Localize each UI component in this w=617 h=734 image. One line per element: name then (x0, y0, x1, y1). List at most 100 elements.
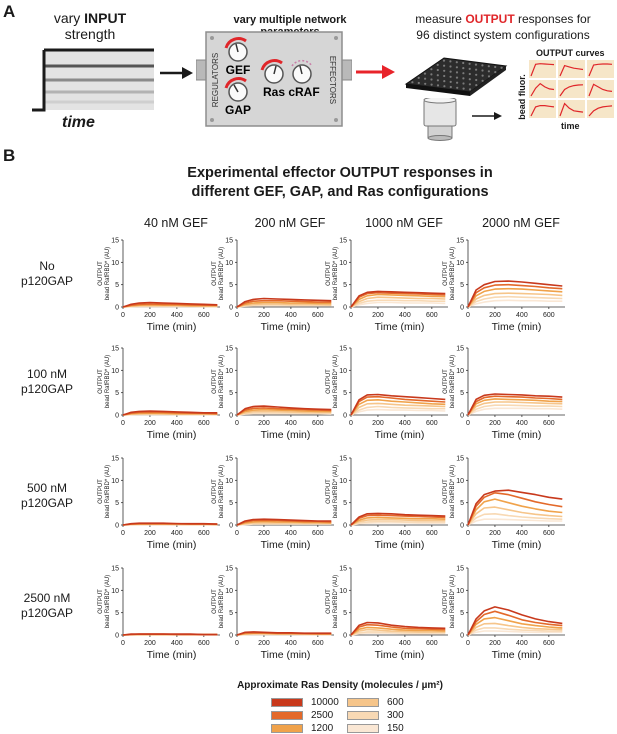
x-tick-label: 200 (144, 420, 156, 427)
y-tick-label: 15 (456, 456, 464, 463)
y-axis-label: OUTPUTbead RafRBD* (AU) (443, 575, 456, 628)
output-curves-grid (529, 60, 614, 118)
y-tick-label: 0 (460, 305, 464, 312)
series-line-10000 (350, 393, 446, 416)
x-axis-label: Time (min) (492, 649, 542, 661)
y-tick-label: 10 (111, 588, 119, 595)
y-tick-label: 15 (111, 456, 119, 463)
y-axis-label: OUTPUTbead RafRBD* (AU) (326, 355, 339, 408)
legend-item-150: 150 (347, 722, 423, 734)
y-tick-label: 0 (229, 633, 233, 640)
x-tick-label: 400 (171, 420, 183, 427)
x-tick-label: 400 (285, 530, 297, 537)
x-tick-label: 200 (258, 420, 270, 427)
y-tick-label: 10 (456, 368, 464, 375)
series-line-150 (467, 518, 563, 526)
y-tick-label: 10 (339, 260, 347, 267)
arrow-objective-to-curves-icon (472, 112, 502, 120)
series-line-300 (350, 299, 446, 308)
y-axis-label: OUTPUTbead RafRBD* (AU) (98, 247, 111, 300)
legend-swatch (347, 723, 379, 733)
x-tick-label: 600 (543, 420, 555, 427)
x-tick-label: 200 (144, 640, 156, 647)
y-tick-label: 10 (339, 588, 347, 595)
mini-curve-cell (558, 60, 585, 78)
x-axis-label: Time (min) (147, 539, 197, 551)
series-line-600 (236, 521, 332, 526)
input-step-edge (32, 50, 46, 112)
y-tick-label: 15 (339, 456, 347, 463)
x-tick-label: 200 (372, 420, 384, 427)
x-tick-label: 400 (171, 640, 183, 647)
y-axis-label: OUTPUTbead RafRBD* (AU) (212, 465, 225, 518)
series-line-600 (467, 622, 563, 636)
x-tick-label: 600 (198, 420, 210, 427)
y-tick-label: 15 (339, 238, 347, 245)
series-line-600 (467, 401, 563, 416)
series-line-1200 (350, 516, 446, 526)
microscope-objective-icon (423, 98, 457, 141)
x-tick-label: 400 (285, 312, 297, 319)
measure-configs: 96 distinct system configurations (416, 28, 590, 42)
y-axis-label-line1: OUTPUT (98, 589, 104, 614)
y-axis-label: OUTPUTbead RafRBD* (AU) (326, 465, 339, 518)
legend-label: 1200 (311, 722, 334, 734)
x-tick-label: 600 (543, 640, 555, 647)
row-header-no-gap-line2: p120GAP (20, 274, 74, 288)
row-header-500nm-gap: 500 nM p120GAP (12, 481, 82, 511)
series-line-10000 (350, 290, 446, 308)
x-axis-label: Time (min) (375, 539, 425, 551)
mini-curve-line (559, 64, 584, 77)
x-tick-label: 400 (171, 530, 183, 537)
series-line-600 (236, 303, 332, 308)
series-line-1200 (350, 293, 446, 308)
gef-knob-icon (224, 37, 248, 62)
panel-b-letter: B (3, 146, 16, 165)
x-tick-label: 400 (285, 420, 297, 427)
y-tick-label: 5 (229, 390, 233, 397)
y-axis-label: OUTPUTbead RafRBD* (AU) (98, 355, 111, 408)
y-axis-label-line1: OUTPUT (212, 369, 218, 394)
mini-curve-cell (529, 100, 556, 118)
series-line-300 (350, 520, 446, 526)
y-tick-label: 0 (343, 523, 347, 530)
series-line-600 (350, 628, 446, 636)
y-tick-label: 10 (456, 588, 464, 595)
series-line-10000 (122, 301, 218, 308)
panel-b-title-line2: different GEF, GAP, and Ras configuratio… (191, 184, 489, 200)
series-line-300 (350, 405, 446, 416)
series-line-150 (350, 408, 446, 416)
series-line-10000 (236, 631, 332, 636)
x-tick-label: 400 (399, 312, 411, 319)
x-tick-label: 600 (312, 640, 324, 647)
x-tick-label: 200 (258, 640, 270, 647)
row-header-100nm-gap: 100 nM p120GAP (12, 367, 82, 397)
x-tick-label: 600 (426, 420, 438, 427)
x-tick-label: 600 (543, 530, 555, 537)
y-axis-label-line2: bead RafRBD* (AU) (105, 247, 111, 300)
series-line-2500 (122, 303, 218, 308)
y-tick-label: 15 (225, 346, 233, 353)
series-line-600 (236, 410, 332, 416)
x-tick-label: 400 (516, 420, 528, 427)
series-line-300 (467, 512, 563, 526)
y-axis-label-line2: bead RafRBD* (AU) (450, 465, 456, 518)
series-line-1200 (236, 301, 332, 308)
x-tick-label: 600 (543, 312, 555, 319)
series-line-10000 (122, 633, 218, 636)
y-tick-label: 5 (229, 500, 233, 507)
regulators-label: REGULATORS (211, 53, 220, 107)
legend-label: 300 (387, 709, 404, 721)
legend-swatch (271, 710, 303, 720)
x-tick-label: 400 (516, 530, 528, 537)
y-tick-label: 5 (229, 282, 233, 289)
x-tick-label: 0 (349, 420, 353, 427)
series-line-300 (467, 295, 563, 308)
y-axis-label-line1: OUTPUT (326, 369, 332, 394)
measure-responses: responses for (518, 12, 591, 26)
y-axis-label-line1: OUTPUT (443, 479, 449, 504)
